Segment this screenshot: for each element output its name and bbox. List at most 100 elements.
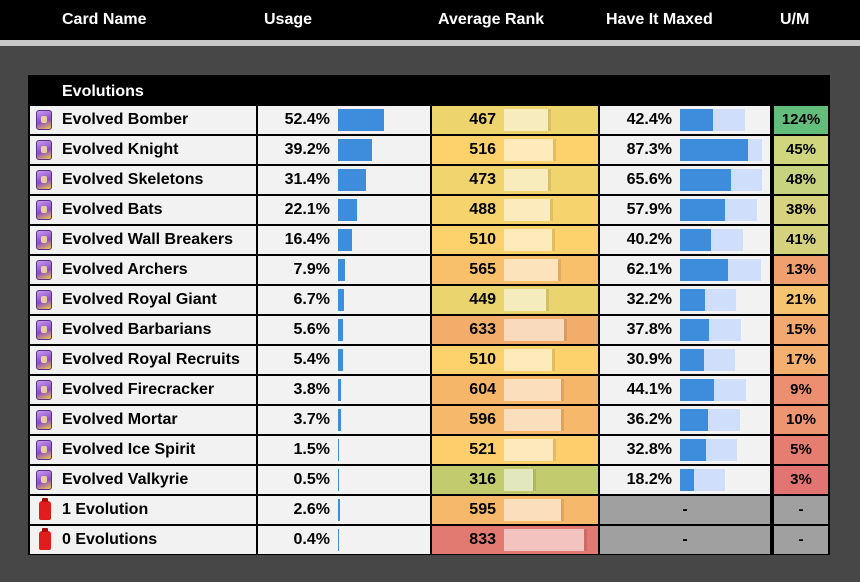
average-rank-bar: [504, 499, 564, 521]
average-rank-cell: 565: [432, 256, 598, 284]
card-name: Evolved Valkyrie: [62, 471, 189, 488]
card-name-cell: Evolved Skeletons: [30, 166, 256, 194]
have-it-maxed-bar: [680, 289, 736, 311]
have-it-maxed-cell: 57.9%: [600, 196, 770, 224]
card-name: Evolved Barbarians: [62, 321, 212, 338]
have-it-maxed-value: 32.2%: [626, 291, 672, 308]
usage-value: 2.6%: [293, 501, 330, 518]
table-row: Evolved Firecracker 3.8% 604 44.1% 9%: [28, 376, 830, 404]
usage-cell: 3.8%: [258, 376, 430, 404]
have-it-maxed-cell: 30.9%: [600, 346, 770, 374]
um-cell: 17%: [774, 346, 828, 374]
um-cell: 38%: [774, 196, 828, 224]
have-it-maxed-value: 57.9%: [626, 201, 672, 218]
card-name-cell: Evolved Barbarians: [30, 316, 256, 344]
average-rank-value: 596: [469, 411, 496, 428]
column-header-have-it-maxed: Have It Maxed: [606, 11, 713, 28]
average-rank-value: 633: [469, 321, 496, 338]
evolution-card-icon: [36, 260, 52, 280]
average-rank-cell: 467: [432, 106, 598, 134]
evolution-card-icon: [36, 410, 52, 430]
usage-bar: [338, 439, 339, 461]
usage-cell: 52.4%: [258, 106, 430, 134]
um-cell: 15%: [774, 316, 828, 344]
um-cell: 21%: [774, 286, 828, 314]
um-cell: 124%: [774, 106, 828, 134]
average-rank-cell: 833: [432, 526, 598, 554]
card-name-cell: Evolved Archers: [30, 256, 256, 284]
average-rank-cell: 521: [432, 436, 598, 464]
usage-cell: 39.2%: [258, 136, 430, 164]
usage-value: 3.8%: [293, 381, 330, 398]
card-name: Evolved Archers: [62, 261, 188, 278]
um-cell: 9%: [774, 376, 828, 404]
have-it-maxed-bar: [680, 259, 761, 281]
usage-cell: 5.4%: [258, 346, 430, 374]
usage-value: 22.1%: [284, 201, 330, 218]
have-it-maxed-value: 37.8%: [626, 321, 672, 338]
average-rank-value: 449: [469, 291, 496, 308]
usage-bar: [338, 109, 384, 131]
card-name: Evolved Mortar: [62, 411, 178, 428]
have-it-maxed-bar: [680, 139, 762, 161]
card-name: Evolved Wall Breakers: [62, 231, 234, 248]
usage-cell: 31.4%: [258, 166, 430, 194]
have-it-maxed-bar: [680, 199, 757, 221]
table-row: Evolved Bats 22.1% 488 57.9% 38%: [28, 196, 830, 224]
have-it-maxed-value: 36.2%: [626, 411, 672, 428]
usage-value: 5.6%: [293, 321, 330, 338]
usage-bar: [338, 499, 340, 521]
average-rank-value: 488: [469, 201, 496, 218]
usage-bar: [338, 199, 357, 221]
table-row: Evolved Wall Breakers 16.4% 510 40.2% 41%: [28, 226, 830, 254]
usage-bar: [338, 409, 341, 431]
average-rank-cell: 595: [432, 496, 598, 524]
average-rank-bar: [504, 289, 549, 311]
table-row: Evolved Ice Spirit 1.5% 521 32.8% 5%: [28, 436, 830, 464]
usage-bar: [338, 349, 343, 371]
have-it-maxed-cell: -: [600, 526, 770, 554]
usage-value: 5.4%: [293, 351, 330, 368]
have-it-maxed-cell: 62.1%: [600, 256, 770, 284]
um-cell: 10%: [774, 406, 828, 434]
have-it-maxed-bar: [680, 439, 737, 461]
have-it-maxed-bar: [680, 349, 735, 371]
average-rank-cell: 488: [432, 196, 598, 224]
column-header-average-rank: Average Rank: [438, 11, 545, 28]
evolution-card-icon: [36, 170, 52, 190]
have-it-maxed-value: 42.4%: [626, 111, 672, 128]
have-it-maxed-value: 44.1%: [626, 381, 672, 398]
card-name: Evolved Bats: [62, 201, 163, 218]
usage-bar: [338, 319, 343, 341]
table-header: Card Name Usage Average Rank Have It Max…: [0, 0, 860, 40]
average-rank-cell: 449: [432, 286, 598, 314]
um-cell: 5%: [774, 436, 828, 464]
have-it-maxed-value: -: [682, 501, 688, 518]
average-rank-value: 565: [469, 261, 496, 278]
have-it-maxed-value: 87.3%: [626, 141, 672, 158]
average-rank-value: 521: [469, 441, 496, 458]
card-name-cell: Evolved Ice Spirit: [30, 436, 256, 464]
have-it-maxed-bar: [680, 229, 743, 251]
usage-bar: [338, 469, 339, 491]
have-it-maxed-cell: 44.1%: [600, 376, 770, 404]
evolution-card-icon: [36, 320, 52, 340]
table-row: Evolved Royal Giant 6.7% 449 32.2% 21%: [28, 286, 830, 314]
card-name-cell: 0 Evolutions: [30, 526, 256, 554]
average-rank-bar: [504, 199, 553, 221]
usage-bar: [338, 259, 345, 281]
card-name: Evolved Royal Giant: [62, 291, 217, 308]
section-title: Evolutions: [62, 83, 144, 100]
have-it-maxed-bar: [680, 409, 740, 431]
usage-cell: 16.4%: [258, 226, 430, 254]
um-cell: 45%: [774, 136, 828, 164]
usage-bar: [338, 289, 344, 311]
usage-value: 0.5%: [293, 471, 330, 488]
average-rank-bar: [504, 319, 567, 341]
have-it-maxed-cell: 42.4%: [600, 106, 770, 134]
average-rank-cell: 316: [432, 466, 598, 494]
usage-cell: 7.9%: [258, 256, 430, 284]
average-rank-value: 510: [469, 231, 496, 248]
usage-value: 31.4%: [284, 171, 330, 188]
average-rank-cell: 510: [432, 346, 598, 374]
